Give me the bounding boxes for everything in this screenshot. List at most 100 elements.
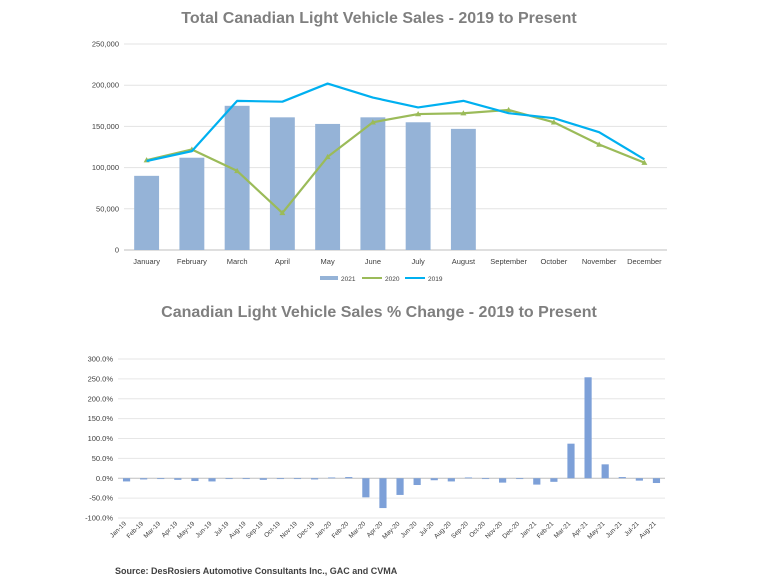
y-tick-label: 300.0%	[88, 355, 114, 364]
bar-pct-change	[516, 478, 524, 480]
bar-pct-change	[345, 477, 353, 479]
percent-change-chart: Canadian Light Vehicle Sales % Change - …	[85, 304, 665, 541]
point-2020	[279, 209, 286, 216]
x-tick-label: Feb-20	[331, 520, 351, 540]
bar-pct-change	[481, 478, 490, 480]
chart2-y-axis: -100.0% -50.0% 0.0% 50.0% 100.0% 150.0% 200.0%…	[85, 355, 113, 523]
x-tick-label: December	[627, 257, 662, 266]
bar-2021	[269, 117, 295, 250]
bar-pct-change	[140, 478, 148, 480]
legend-swatch-2021	[320, 276, 338, 280]
bar-pct-change	[464, 477, 473, 479]
point-2020	[505, 106, 512, 113]
bar-2021	[315, 123, 341, 250]
y-tick-label: 200,000	[92, 81, 119, 90]
y-tick-label: 0	[115, 246, 119, 255]
bar-pct-change	[293, 478, 302, 480]
chart2-bars	[122, 377, 661, 509]
legend-label-2019: 2019	[428, 276, 443, 283]
x-tick-label: Aug-21	[638, 520, 658, 540]
y-tick-label: 250,000	[92, 40, 119, 49]
bar-2021	[360, 117, 386, 250]
bar-pct-change	[242, 478, 250, 480]
x-tick-label: Jun-19	[194, 520, 213, 539]
x-tick-label: February	[177, 257, 207, 266]
chart1-bars-2021	[134, 105, 476, 250]
bar-pct-change	[652, 478, 661, 484]
point-2020	[550, 119, 557, 125]
bar-pct-change	[601, 464, 609, 479]
chart1-lines	[143, 82, 648, 216]
bar-pct-change	[533, 478, 541, 485]
x-tick-label: Jun-20	[400, 520, 419, 539]
line-2019	[146, 82, 645, 163]
x-tick-label: October	[541, 257, 568, 266]
x-tick-label: Mar-19	[143, 520, 163, 540]
y-tick-label: 150.0%	[88, 414, 114, 423]
chart1-title: Total Canadian Light Vehicle Sales - 201…	[181, 10, 577, 27]
bar-pct-change	[122, 478, 131, 482]
x-tick-label: May-20	[381, 520, 402, 541]
point-2020	[641, 159, 648, 165]
y-tick-label: 150,000	[92, 122, 119, 131]
bar-pct-change	[635, 478, 643, 481]
bar-pct-change	[191, 478, 199, 482]
point-2020	[460, 110, 467, 116]
x-tick-label: January	[133, 257, 160, 266]
bar-pct-change	[362, 478, 370, 498]
chart1-x-axis: January February March April May June July Augu…	[133, 257, 662, 266]
x-tick-label: April	[275, 257, 290, 266]
chart1-legend: 2021 2020 2019	[320, 276, 443, 283]
x-tick-label: Sep-19	[245, 520, 265, 540]
y-tick-label: 100,000	[92, 163, 119, 172]
bar-pct-change	[208, 478, 216, 482]
chart1-y-axis: 0 50,000 100,000 150,000 200,000 250,000	[92, 40, 119, 255]
x-tick-label: November	[582, 257, 617, 266]
total-sales-chart: Total Canadian Light Vehicle Sales - 201…	[92, 10, 667, 283]
x-tick-label: Sep-20	[450, 520, 470, 540]
y-tick-label: 100.0%	[88, 434, 114, 443]
bar-pct-change	[157, 478, 165, 480]
x-tick-label: Jan-20	[314, 520, 333, 539]
line-2020	[146, 108, 645, 215]
x-tick-label: Dec-19	[296, 520, 316, 540]
bar-pct-change	[413, 478, 421, 486]
bar-pct-change	[550, 478, 558, 482]
x-tick-label: Nov-19	[279, 520, 299, 540]
bar-2021	[450, 128, 476, 250]
x-tick-label: Mar-21	[553, 520, 573, 540]
chart2-title: Canadian Light Vehicle Sales % Change - …	[161, 304, 597, 321]
point-2020	[415, 111, 422, 117]
x-tick-label: September	[490, 257, 527, 266]
bar-pct-change	[584, 377, 592, 479]
x-tick-label: May-21	[586, 520, 607, 541]
y-tick-label: 0.0%	[96, 474, 113, 483]
bar-2021	[134, 175, 160, 250]
y-tick-label: 250.0%	[88, 374, 114, 383]
source-note: Source: DesRosiers Automotive Consultant…	[115, 566, 398, 576]
bar-pct-change	[396, 478, 404, 495]
bar-pct-change	[618, 477, 626, 479]
point-2020	[324, 153, 331, 160]
bar-pct-change	[225, 478, 233, 480]
x-tick-label: Feb-19	[126, 520, 146, 540]
x-tick-label: May-19	[176, 520, 197, 541]
bar-pct-change	[328, 477, 336, 479]
bar-pct-change	[259, 478, 267, 480]
x-tick-label: May	[321, 257, 335, 266]
x-tick-label: Feb-21	[536, 520, 556, 540]
x-tick-label: Jun-21	[605, 520, 624, 539]
x-tick-label: Aug-20	[433, 520, 453, 540]
x-tick-label: July	[411, 257, 425, 266]
x-tick-label: June	[365, 257, 381, 266]
y-tick-label: 50,000	[96, 204, 119, 213]
y-tick-label: 200.0%	[88, 394, 114, 403]
x-tick-label: Jan-21	[519, 520, 538, 539]
x-tick-label: Dec-20	[501, 520, 521, 540]
bar-pct-change	[430, 478, 438, 481]
bar-pct-change	[379, 478, 387, 509]
bar-2021	[179, 157, 205, 250]
bar-pct-change	[567, 443, 575, 479]
